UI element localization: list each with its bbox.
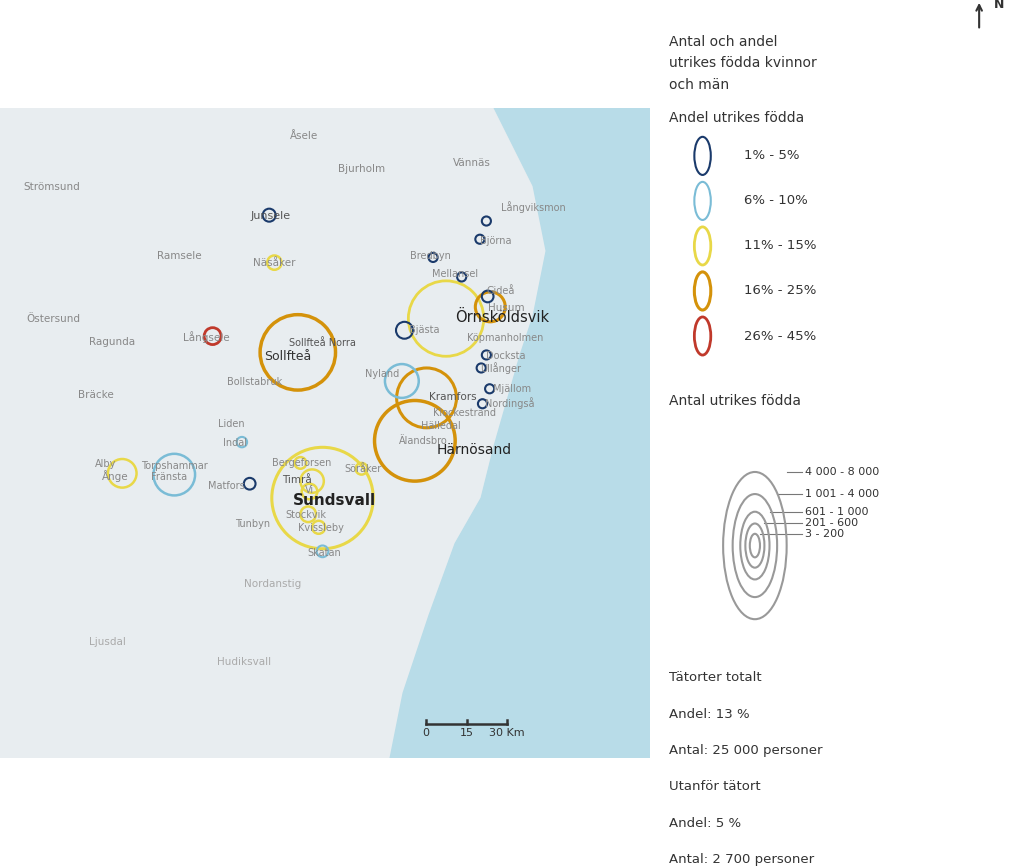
Text: Långviksmon: Långviksmon: [501, 202, 565, 213]
Text: Vännäs: Vännäs: [454, 158, 492, 167]
Text: Ullånger: Ullånger: [480, 362, 521, 374]
Text: Björna: Björna: [480, 236, 511, 246]
Text: Kvissleby: Kvissleby: [298, 523, 344, 533]
Text: Östersund: Östersund: [26, 313, 80, 324]
Text: Alby: Alby: [94, 459, 116, 469]
Text: Bergeforsen: Bergeforsen: [272, 458, 332, 468]
Text: Tunbyn: Tunbyn: [234, 519, 270, 529]
Text: 16% - 25%: 16% - 25%: [743, 284, 816, 298]
Text: Örnsköldsvik: Örnsköldsvik: [455, 310, 549, 325]
Text: Bjurholm: Bjurholm: [338, 164, 385, 174]
Text: Bredbyn: Bredbyn: [410, 251, 451, 262]
Text: 201 - 600: 201 - 600: [805, 519, 858, 528]
Polygon shape: [390, 108, 650, 758]
Text: Söråker: Söråker: [344, 464, 382, 474]
Text: Andel utrikes födda: Andel utrikes födda: [669, 111, 804, 125]
Text: Ljusdal: Ljusdal: [89, 637, 126, 648]
Text: Strömsund: Strömsund: [24, 182, 81, 192]
Text: Mjällom: Mjällom: [493, 384, 531, 394]
Text: N: N: [994, 0, 1005, 11]
Text: Åsele: Åsele: [290, 132, 318, 141]
Text: Matfors: Matfors: [208, 481, 245, 491]
Text: 601 - 1 000: 601 - 1 000: [805, 507, 868, 517]
Text: Tätorter totalt: Tätorter totalt: [669, 671, 762, 684]
Text: Bjästa: Bjästa: [409, 326, 439, 335]
Text: och män: och män: [669, 78, 729, 92]
Text: Ramsele: Ramsele: [157, 251, 202, 262]
Text: Vi: Vi: [305, 485, 314, 495]
Text: Bollstabruk: Bollstabruk: [227, 378, 283, 387]
Text: 3 - 200: 3 - 200: [805, 529, 845, 539]
Text: Ånge: Ånge: [102, 470, 129, 481]
Text: Sundsvall: Sundsvall: [293, 493, 376, 508]
Text: 6% - 10%: 6% - 10%: [743, 194, 808, 208]
Text: Utanför tätort: Utanför tätort: [669, 780, 761, 793]
Text: Liden: Liden: [218, 419, 245, 429]
Text: Sollfteå: Sollfteå: [264, 350, 311, 363]
Text: Antal: 2 700 personer: Antal: 2 700 personer: [669, 853, 814, 866]
Text: Timrå: Timrå: [282, 475, 311, 485]
Text: 1 001 - 4 000: 1 001 - 4 000: [805, 489, 880, 499]
Text: Andel: 5 %: Andel: 5 %: [669, 817, 741, 830]
Text: Docksta: Docksta: [486, 352, 526, 361]
Text: 30 Km: 30 Km: [489, 728, 525, 738]
Text: Junsele: Junsele: [251, 210, 291, 221]
Text: Sollfteå Norra: Sollfteå Norra: [290, 339, 356, 348]
Text: Ragunda: Ragunda: [89, 337, 135, 347]
Text: Indal: Indal: [223, 438, 248, 449]
Text: Skatan: Skatan: [307, 547, 341, 558]
Text: Bräcke: Bräcke: [79, 391, 114, 400]
Text: utrikes födda kvinnor: utrikes födda kvinnor: [669, 56, 817, 70]
Text: Hälledal: Hälledal: [421, 422, 461, 431]
Text: Älandsbro: Älandsbro: [399, 436, 447, 446]
Text: Andel: 13 %: Andel: 13 %: [669, 708, 750, 721]
Text: 11% - 15%: 11% - 15%: [743, 239, 816, 253]
Text: 0: 0: [423, 728, 429, 738]
Text: Nordingså: Nordingså: [485, 397, 535, 409]
Text: Husum: Husum: [487, 302, 524, 313]
Text: 1% - 5%: 1% - 5%: [743, 149, 799, 163]
Text: Stockvik: Stockvik: [285, 510, 326, 520]
Text: Gideå: Gideå: [486, 287, 515, 296]
Text: Hudiksvall: Hudiksvall: [217, 657, 271, 667]
Text: Nordanstig: Nordanstig: [245, 578, 302, 589]
Text: Kramfors: Kramfors: [429, 391, 477, 402]
Text: 15: 15: [460, 728, 473, 738]
Text: Fränsta: Fränsta: [151, 472, 187, 482]
Text: Klockestrand: Klockestrand: [433, 408, 496, 417]
Text: Torpshammar: Torpshammar: [141, 461, 208, 470]
Text: Antal: 25 000 personer: Antal: 25 000 personer: [669, 744, 822, 757]
Text: Härnösand: Härnösand: [437, 443, 512, 457]
Text: Köpmanholmen: Köpmanholmen: [467, 333, 544, 343]
Text: Antal och andel: Antal och andel: [669, 35, 777, 48]
Text: Mellansel: Mellansel: [432, 268, 478, 279]
Text: Näsåker: Näsåker: [253, 258, 296, 268]
Text: 4 000 - 8 000: 4 000 - 8 000: [805, 467, 880, 477]
Text: Långsele: Långsele: [183, 331, 230, 343]
Text: 26% - 45%: 26% - 45%: [743, 329, 816, 343]
Text: Nyland: Nyland: [366, 370, 399, 379]
Text: Antal utrikes födda: Antal utrikes födda: [669, 394, 801, 408]
